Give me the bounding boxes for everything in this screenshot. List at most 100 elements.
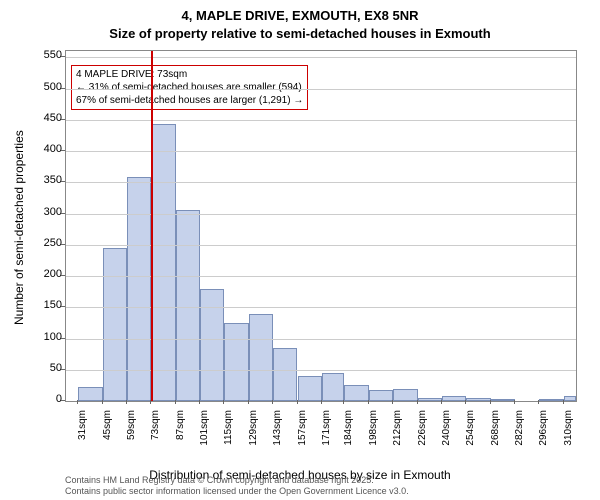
gridline — [66, 276, 576, 277]
histogram-bar — [127, 177, 151, 401]
ytick-mark — [61, 213, 65, 214]
xtick-mark — [563, 400, 564, 404]
ytick-mark — [61, 244, 65, 245]
histogram-bar — [298, 376, 322, 401]
histogram-bar — [466, 398, 490, 401]
xtick-mark — [199, 400, 200, 404]
xtick-label: 115sqm — [223, 410, 234, 455]
gridline — [66, 89, 576, 90]
histogram-bar — [418, 398, 442, 401]
chart-title-line1: 4, MAPLE DRIVE, EXMOUTH, EX8 5NR — [0, 8, 600, 23]
ytick-label: 550 — [32, 49, 62, 61]
xtick-mark — [272, 400, 273, 404]
ytick-mark — [61, 369, 65, 370]
gridline — [66, 214, 576, 215]
xtick-label: 101sqm — [199, 410, 210, 455]
y-axis-label: Number of semi-detached properties — [12, 30, 26, 225]
histogram-bar — [539, 399, 563, 402]
histogram-bar — [564, 396, 576, 401]
xtick-label: 73sqm — [150, 410, 161, 455]
xtick-label: 129sqm — [248, 410, 259, 455]
histogram-bar — [322, 373, 345, 401]
xtick-label: 87sqm — [175, 410, 186, 455]
ytick-mark — [61, 306, 65, 307]
histogram-bar — [273, 348, 297, 401]
histogram-chart: 4, MAPLE DRIVE, EXMOUTH, EX8 5NR Size of… — [0, 0, 600, 500]
xtick-mark — [102, 400, 103, 404]
ytick-mark — [61, 338, 65, 339]
ytick-mark — [61, 181, 65, 182]
ytick-label: 50 — [32, 362, 62, 374]
ytick-label: 350 — [32, 174, 62, 186]
ytick-label: 200 — [32, 268, 62, 280]
xtick-label: 143sqm — [272, 410, 283, 455]
xtick-mark — [514, 400, 515, 404]
xtick-mark — [441, 400, 442, 404]
ytick-label: 250 — [32, 237, 62, 249]
annotation-line1: 4 MAPLE DRIVE: 73sqm — [76, 68, 303, 81]
xtick-label: 198sqm — [368, 410, 379, 455]
ytick-mark — [61, 275, 65, 276]
gridline — [66, 151, 576, 152]
gridline — [66, 370, 576, 371]
gridline — [66, 120, 576, 121]
xtick-mark — [297, 400, 298, 404]
gridline — [66, 57, 576, 58]
xtick-label: 45sqm — [102, 410, 113, 455]
histogram-bar — [369, 390, 393, 401]
xtick-label: 240sqm — [441, 410, 452, 455]
xtick-label: 310sqm — [563, 410, 574, 455]
histogram-bar — [393, 389, 417, 402]
xtick-label: 212sqm — [392, 410, 403, 455]
xtick-label: 296sqm — [538, 410, 549, 455]
xtick-label: 31sqm — [77, 410, 88, 455]
xtick-mark — [490, 400, 491, 404]
xtick-label: 184sqm — [343, 410, 354, 455]
footer-line2: Contains public sector information licen… — [65, 486, 409, 497]
ytick-label: 450 — [32, 112, 62, 124]
ytick-mark — [61, 56, 65, 57]
gridline — [66, 245, 576, 246]
ytick-label: 300 — [32, 206, 62, 218]
xtick-mark — [126, 400, 127, 404]
histogram-bar — [176, 210, 200, 401]
ytick-mark — [61, 150, 65, 151]
gridline — [66, 339, 576, 340]
xtick-label: 157sqm — [297, 410, 308, 455]
annotation-line2: ← 31% of semi-detached houses are smalle… — [76, 81, 303, 94]
histogram-bar — [78, 387, 102, 401]
ytick-label: 150 — [32, 299, 62, 311]
ytick-mark — [61, 119, 65, 120]
gridline — [66, 307, 576, 308]
ytick-label: 0 — [32, 393, 62, 405]
xtick-mark — [321, 400, 322, 404]
histogram-bar — [103, 248, 127, 401]
footer-attribution: Contains HM Land Registry data © Crown c… — [65, 475, 409, 497]
chart-title-line2: Size of property relative to semi-detach… — [0, 26, 600, 41]
xtick-label: 226sqm — [417, 410, 428, 455]
histogram-bar — [224, 323, 248, 401]
annotation-box: 4 MAPLE DRIVE: 73sqm ← 31% of semi-detac… — [71, 65, 308, 110]
marker-line — [151, 51, 153, 401]
xtick-label: 282sqm — [514, 410, 525, 455]
xtick-mark — [392, 400, 393, 404]
xtick-label: 268sqm — [490, 410, 501, 455]
xtick-mark — [77, 400, 78, 404]
annotation-line3: 67% of semi-detached houses are larger (… — [76, 94, 303, 107]
xtick-label: 171sqm — [321, 410, 332, 455]
footer-line1: Contains HM Land Registry data © Crown c… — [65, 475, 409, 486]
xtick-mark — [368, 400, 369, 404]
plot-area: 4 MAPLE DRIVE: 73sqm ← 31% of semi-detac… — [65, 50, 577, 402]
histogram-bar — [249, 314, 273, 402]
histogram-bar — [344, 385, 368, 401]
ytick-label: 500 — [32, 81, 62, 93]
gridline — [66, 182, 576, 183]
xtick-mark — [417, 400, 418, 404]
ytick-mark — [61, 88, 65, 89]
ytick-mark — [61, 400, 65, 401]
xtick-mark — [538, 400, 539, 404]
ytick-label: 100 — [32, 331, 62, 343]
xtick-mark — [248, 400, 249, 404]
ytick-label: 400 — [32, 143, 62, 155]
xtick-label: 254sqm — [465, 410, 476, 455]
